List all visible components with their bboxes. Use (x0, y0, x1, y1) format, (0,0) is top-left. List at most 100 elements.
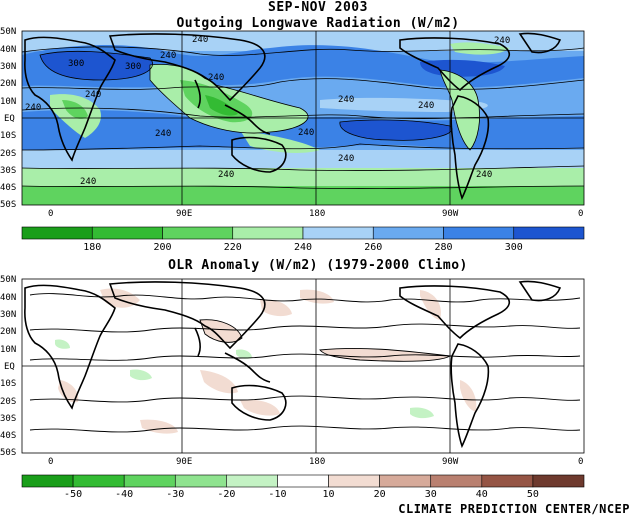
africa-europe-coast (24, 36, 116, 162)
contour-label: 240 (160, 51, 176, 61)
north-america-coast (399, 285, 510, 340)
colorbar-swatch (379, 474, 432, 488)
contour-label: 240 (85, 90, 101, 100)
colorbar-tick-label: 30 (425, 489, 437, 500)
colorbar-swatch (372, 226, 444, 240)
colorbar-swatch (21, 226, 93, 240)
colorbar-swatch (328, 474, 380, 488)
contour-label: 240 (208, 73, 224, 83)
olr-field (22, 31, 584, 205)
top-frame (21, 30, 585, 206)
lat-label: 50S (0, 200, 16, 210)
colorbar-swatch (532, 474, 585, 488)
lat-label: 20N (0, 79, 16, 89)
anomaly-contours (29, 293, 581, 433)
colorbar-swatch (481, 474, 534, 488)
contour-label: 240 (155, 129, 171, 139)
lat-label: 10S (0, 379, 16, 389)
contour-label: 240 (80, 177, 96, 187)
lat-label: EQ (4, 362, 15, 372)
lat-label: 20S (0, 149, 16, 159)
colorbar-tick-label: 20 (374, 489, 386, 500)
lat-label: 10N (0, 345, 16, 355)
coastlines-bottom (24, 280, 562, 449)
lon-label: 90W (442, 457, 459, 467)
maritime-continent-coast (224, 352, 271, 383)
india-coast (194, 79, 201, 109)
colorbar-tick-label: 260 (364, 242, 382, 253)
bottom-colorbar: -50 -40 -30 -20 -10 10 20 30 40 50 (21, 474, 585, 500)
contour-label: 240 (25, 103, 41, 113)
colorbar-swatch (72, 474, 125, 488)
top-title-line2: Outgoing Longwave Radiation (W/m2) (176, 16, 460, 31)
colorbar-tick-label: 280 (434, 242, 452, 253)
asia-coast (108, 281, 266, 350)
anomaly-field (22, 279, 584, 453)
coastlines-top (24, 32, 562, 201)
lat-label: 30S (0, 166, 16, 176)
maritime-continent-coast (224, 104, 271, 135)
lon-label: 0 (48, 209, 53, 219)
lat-label: 50N (0, 275, 16, 285)
contour-label: 300 (125, 62, 141, 72)
colorbar-tick-label: 10 (323, 489, 335, 500)
lat-label: 30S (0, 414, 16, 424)
contour-label: 240 (338, 154, 354, 164)
positive-anomaly-patches (58, 288, 477, 434)
contour-label: 240 (494, 36, 510, 46)
colorbar-tick-label: -50 (64, 489, 82, 500)
lon-label: 0 (48, 457, 53, 467)
contour-label: 240 (218, 170, 234, 180)
lat-label: 20S (0, 397, 16, 407)
colorbar-swatch (162, 226, 234, 240)
colorbar-swatch (91, 226, 163, 240)
lon-label: 90E (176, 457, 192, 467)
colorbar-tick-label: 240 (294, 242, 312, 253)
lon-label: 180 (309, 209, 325, 219)
top-contour-labels: 300 300 240 240 240 240 240 240 240 240 … (25, 35, 510, 187)
lat-label: 30N (0, 310, 16, 320)
colorbar-swatch (174, 474, 227, 488)
contour-label: 240 (476, 170, 492, 180)
asia-coast (108, 33, 266, 102)
lat-label: 40N (0, 45, 16, 55)
south-america-coast (450, 95, 490, 201)
lat-label: EQ (4, 114, 15, 124)
top-title-line1: SEP-NOV 2003 (268, 0, 368, 15)
negative-anomaly-patches (55, 339, 434, 419)
colorbar-swatch (430, 474, 483, 488)
lon-label: 0 (578, 457, 583, 467)
bottom-frame (21, 278, 585, 454)
africa-europe-coast (24, 284, 116, 410)
colorbar-swatch (226, 474, 278, 488)
north-america-coast (399, 37, 510, 92)
contour-label: 240 (418, 101, 434, 111)
colorbar-swatch (302, 226, 374, 240)
lat-label: 40S (0, 183, 16, 193)
lat-label: 10S (0, 131, 16, 141)
india-coast (194, 327, 201, 357)
bottom-lon-labels: 0 90E 180 90W 0 (48, 457, 583, 467)
top-lat-labels: 50N 40N 30N 20N 10N EQ 10S 20S 30S 40S 5… (0, 27, 16, 210)
lat-label: 40S (0, 431, 16, 441)
lat-label: 20N (0, 327, 16, 337)
greenland-coast (518, 280, 562, 302)
colorbar-tick-label: 40 (476, 489, 488, 500)
colorbar-swatch (443, 226, 515, 240)
lat-label: 50S (0, 448, 16, 458)
greenland-coast (518, 32, 562, 54)
lon-label: 90W (442, 209, 459, 219)
lon-label: 90E (176, 209, 192, 219)
bottom-lat-labels: 50N 40N 30N 20N 10N EQ 10S 20S 30S 40S 5… (0, 275, 16, 458)
colorbar-swatch (277, 474, 329, 488)
colorbar-tick-label: -10 (268, 489, 286, 500)
contour-label: 240 (338, 95, 354, 105)
colorbar-tick-label: 220 (224, 242, 242, 253)
lon-label: 180 (309, 457, 325, 467)
credit-text: CLIMATE PREDICTION CENTER/NCEP (398, 502, 630, 516)
colorbar-swatch (21, 474, 74, 488)
colorbar-swatch (232, 226, 304, 240)
lat-label: 10N (0, 97, 16, 107)
lon-label: 0 (578, 209, 583, 219)
contour-label: 300 (68, 59, 84, 69)
